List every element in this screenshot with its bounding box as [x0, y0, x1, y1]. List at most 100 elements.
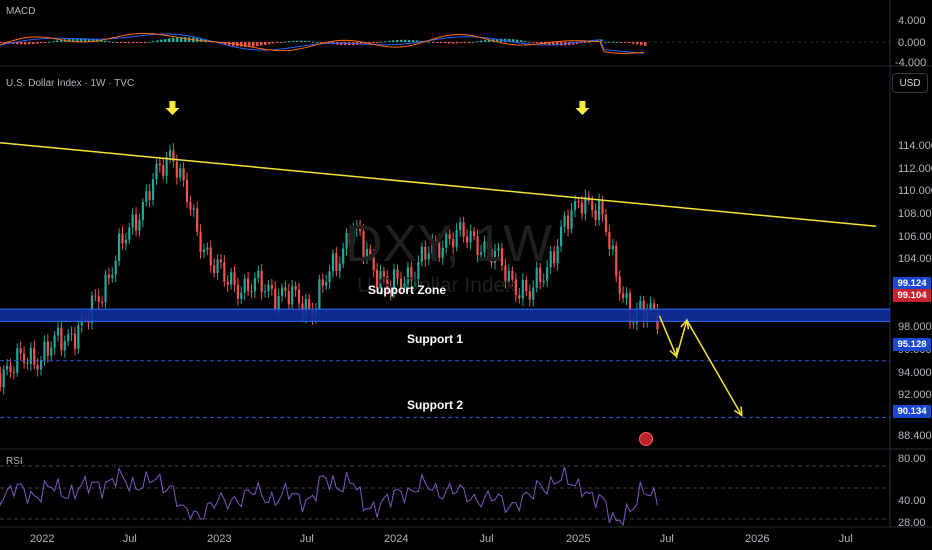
- candle: [594, 210, 597, 221]
- macd-histogram-bar: [612, 41, 615, 43]
- macd-histogram-bar: [148, 41, 151, 43]
- candle: [511, 270, 514, 280]
- macd-histogram-bar: [376, 42, 379, 43]
- candle: [628, 293, 632, 323]
- time-axis-label: 2023: [207, 533, 232, 545]
- candle: [507, 270, 510, 282]
- candle: [114, 260, 117, 275]
- candle: [328, 271, 331, 283]
- candle: [318, 279, 321, 311]
- macd-histogram-bar: [524, 40, 527, 42]
- price-axis-label: 92.000: [898, 389, 932, 402]
- macd-histogram-bar: [268, 42, 271, 45]
- candle: [53, 335, 56, 348]
- macd-histogram-bar: [472, 41, 475, 43]
- macd-histogram-bar: [416, 40, 419, 42]
- candle: [335, 253, 338, 272]
- candle: [452, 239, 455, 248]
- candle: [209, 247, 212, 266]
- macd-histogram-bar: [312, 41, 315, 43]
- candle: [151, 179, 155, 200]
- candle: [369, 249, 372, 256]
- macd-histogram-bar: [540, 42, 543, 44]
- candle: [236, 285, 240, 299]
- macd-histogram-bar: [512, 39, 515, 42]
- candle: [29, 347, 32, 364]
- candle: [577, 201, 580, 203]
- macd-title: MACD: [6, 6, 36, 17]
- candle: [362, 231, 365, 258]
- candle: [532, 287, 535, 300]
- macd-histogram-bar: [632, 42, 635, 44]
- chart-title: U.S. Dollar Index · 1W · TVC: [6, 78, 135, 89]
- peak-marker-arrow-icon: [165, 101, 180, 115]
- macd-histogram-bar: [320, 42, 323, 43]
- macd-histogram-bar: [616, 41, 619, 43]
- candle: [325, 282, 328, 286]
- macd-histogram-bar: [596, 40, 599, 42]
- candle: [257, 270, 260, 279]
- time-axis-label: Jul: [122, 533, 137, 545]
- support-zone-band: [0, 309, 890, 322]
- macd-histogram-bar: [128, 42, 131, 44]
- macd-histogram-bar: [272, 42, 275, 44]
- macd-histogram-bar: [108, 41, 111, 43]
- candle: [441, 247, 444, 258]
- candle: [43, 341, 46, 361]
- candle: [584, 196, 587, 214]
- candle: [243, 278, 246, 293]
- candle: [625, 293, 628, 299]
- candle: [420, 246, 423, 263]
- macd-histogram-bar: [24, 42, 27, 45]
- macd-histogram-bar: [136, 42, 139, 44]
- macd-histogram-bar: [480, 40, 483, 42]
- macd-histogram-bar: [32, 42, 35, 44]
- candle: [267, 284, 270, 292]
- currency-button[interactable]: USD: [892, 73, 928, 93]
- candle: [50, 347, 53, 356]
- macd-histogram-bar: [580, 42, 583, 44]
- support-2-label: Support 2: [407, 398, 463, 412]
- candle: [168, 150, 172, 157]
- candle: [294, 285, 297, 290]
- candle: [121, 233, 124, 244]
- candle: [185, 179, 189, 203]
- candle: [134, 214, 138, 231]
- candle: [591, 200, 594, 211]
- candle: [359, 225, 362, 232]
- candle: [63, 341, 66, 351]
- candle: [155, 163, 158, 180]
- macd-histogram-bar: [168, 38, 171, 42]
- price-axis-label: 106.000: [898, 230, 932, 243]
- candle: [365, 249, 369, 258]
- candle: [179, 168, 182, 178]
- candle: [233, 272, 236, 286]
- candle: [525, 280, 528, 292]
- candle: [104, 274, 107, 303]
- candle: [483, 241, 486, 253]
- macd-histogram-bar: [56, 40, 59, 42]
- macd-histogram-bar: [164, 38, 167, 42]
- candle: [493, 250, 497, 263]
- macd-histogram-bar: [576, 42, 579, 44]
- macd-histogram-bar: [432, 42, 435, 43]
- candle: [611, 245, 614, 250]
- macd-histogram-bar: [548, 42, 551, 45]
- flag-icon[interactable]: [639, 432, 653, 446]
- candle: [497, 248, 500, 251]
- candle: [308, 299, 311, 310]
- candle: [145, 191, 148, 203]
- candle: [131, 214, 134, 228]
- macd-histogram-bar: [372, 42, 375, 44]
- macd-histogram-bar: [444, 42, 447, 44]
- candle: [601, 200, 604, 215]
- macd-histogram-bar: [156, 40, 159, 42]
- macd-histogram-bar: [20, 42, 23, 45]
- projection-path: [658, 315, 743, 416]
- candle: [396, 269, 399, 279]
- candle: [500, 248, 504, 266]
- macd-histogram-bar: [288, 41, 291, 43]
- macd-histogram-bar: [180, 37, 183, 42]
- candle: [274, 288, 277, 310]
